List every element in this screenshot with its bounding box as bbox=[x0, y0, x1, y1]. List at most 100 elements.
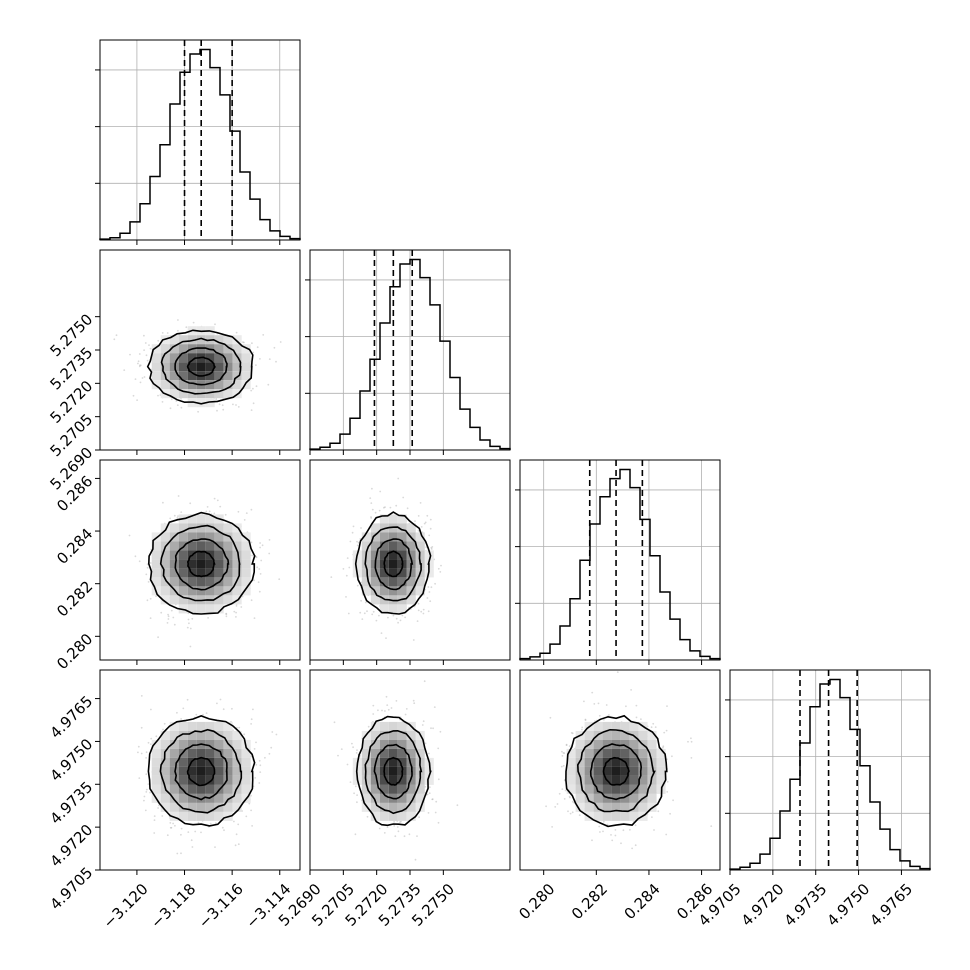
density-cell bbox=[187, 559, 197, 569]
density-cell bbox=[406, 577, 416, 587]
sample-point bbox=[251, 342, 253, 345]
sample-point bbox=[560, 765, 563, 768]
sample-point bbox=[145, 354, 148, 357]
sample-point bbox=[405, 708, 408, 710]
sample-point bbox=[651, 816, 653, 818]
sample-point bbox=[278, 578, 281, 581]
sample-point bbox=[556, 803, 559, 805]
contour-line bbox=[589, 743, 643, 801]
y-tick-label-3: 4.9720 bbox=[47, 821, 97, 871]
density-cell bbox=[196, 586, 206, 596]
density-cell bbox=[187, 721, 197, 731]
density-cell bbox=[370, 550, 380, 560]
sample-point bbox=[428, 786, 431, 789]
density-cell bbox=[361, 739, 371, 749]
sample-point bbox=[599, 831, 601, 833]
sample-point bbox=[353, 792, 355, 795]
density-cell bbox=[196, 730, 206, 740]
sample-point bbox=[255, 763, 258, 766]
y-tick-label-2: 0.282 bbox=[53, 577, 96, 620]
sample-point bbox=[356, 584, 359, 587]
sample-point bbox=[175, 400, 178, 402]
sample-point bbox=[250, 723, 253, 725]
sample-point bbox=[371, 508, 374, 511]
density-cell bbox=[196, 559, 206, 569]
density-cell bbox=[415, 784, 425, 794]
density-cell bbox=[232, 335, 242, 345]
sample-point bbox=[384, 710, 386, 712]
sample-point bbox=[352, 525, 355, 528]
density-cell bbox=[214, 335, 224, 345]
contour-line bbox=[383, 756, 404, 786]
sample-point bbox=[340, 748, 343, 750]
sample-point bbox=[253, 579, 256, 582]
density-cell bbox=[151, 559, 161, 569]
density-cell bbox=[593, 739, 603, 749]
sample-point bbox=[194, 830, 197, 833]
density-cell bbox=[241, 766, 251, 776]
density-cell bbox=[611, 811, 621, 821]
sample-point bbox=[189, 627, 192, 630]
density-cell bbox=[214, 586, 224, 596]
density-cell bbox=[566, 757, 576, 767]
sample-point bbox=[253, 617, 256, 619]
sample-point bbox=[166, 834, 169, 837]
sample-point bbox=[347, 612, 350, 615]
sample-point bbox=[150, 737, 153, 740]
sample-point bbox=[380, 632, 383, 634]
sample-point bbox=[250, 755, 253, 758]
sample-point bbox=[134, 378, 137, 380]
density-cell bbox=[575, 748, 585, 758]
sample-point bbox=[383, 506, 385, 509]
density-cell bbox=[584, 775, 594, 785]
sample-point bbox=[215, 398, 218, 401]
sample-point bbox=[255, 741, 257, 744]
sample-point bbox=[180, 833, 182, 836]
sample-point bbox=[157, 339, 160, 342]
density-cell bbox=[178, 757, 188, 767]
sample-point bbox=[237, 843, 240, 846]
sample-point bbox=[598, 825, 601, 828]
density-cell bbox=[214, 344, 224, 354]
sample-point bbox=[568, 745, 571, 747]
density-cell bbox=[169, 802, 179, 812]
density-cell bbox=[415, 748, 425, 758]
sample-point bbox=[197, 821, 200, 824]
density-cell bbox=[611, 802, 621, 812]
sample-point bbox=[571, 732, 574, 735]
density-cell bbox=[196, 514, 206, 524]
density-cell bbox=[151, 541, 161, 551]
density-cell bbox=[602, 739, 612, 749]
density-cell bbox=[584, 757, 594, 767]
sample-point bbox=[390, 707, 393, 709]
density-cell bbox=[424, 766, 434, 776]
density-cell bbox=[406, 793, 416, 803]
sample-point bbox=[144, 809, 147, 812]
contour-line bbox=[174, 538, 230, 591]
density-cell bbox=[629, 793, 639, 803]
hist-panel-2 bbox=[515, 459, 721, 661]
sample-point bbox=[428, 534, 431, 537]
sample-point bbox=[191, 617, 194, 620]
density-cell bbox=[178, 353, 188, 363]
sample-point bbox=[186, 626, 189, 629]
sample-point bbox=[161, 401, 164, 403]
sample-point bbox=[361, 618, 364, 620]
density-cell bbox=[379, 757, 389, 767]
sample-point bbox=[614, 834, 617, 837]
sample-point bbox=[180, 827, 183, 830]
density-cell bbox=[187, 802, 197, 812]
density-cell bbox=[169, 344, 179, 354]
density-cell bbox=[370, 811, 380, 821]
sample-point bbox=[155, 735, 158, 738]
sample-point bbox=[167, 615, 170, 618]
sample-point bbox=[427, 586, 430, 588]
sample-point bbox=[384, 506, 386, 508]
sample-point bbox=[569, 796, 571, 799]
density-cell bbox=[647, 784, 657, 794]
sample-point bbox=[429, 518, 432, 521]
density-cell bbox=[160, 532, 170, 542]
density-cell bbox=[214, 811, 224, 821]
sample-point bbox=[428, 752, 430, 755]
density-cell bbox=[205, 532, 215, 542]
